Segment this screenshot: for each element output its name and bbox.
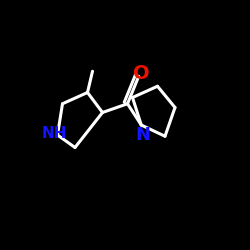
Text: NH: NH (42, 126, 67, 140)
Text: O: O (134, 64, 150, 83)
Text: N: N (135, 126, 150, 144)
